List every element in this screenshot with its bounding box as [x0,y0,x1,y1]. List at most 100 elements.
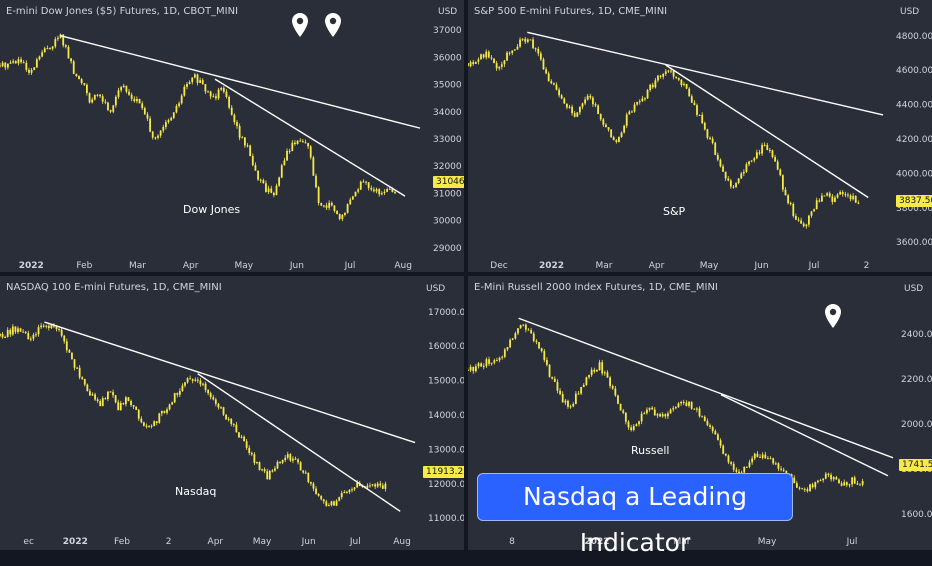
candle-body [320,203,323,206]
trend-line [197,373,401,512]
candle-body [521,38,524,40]
candle-body [690,401,693,409]
candle-body [573,113,576,117]
candle-body [243,436,245,442]
x-tick-label: Jun [301,537,316,547]
candle-body [35,59,38,68]
last-price-tag: 31046 [433,176,464,188]
candle-body [340,492,343,498]
candle-body [477,59,480,62]
candle-body [155,421,158,423]
candle-body [266,471,269,480]
candle-body [154,137,157,139]
candle-body [199,380,202,385]
candle-body [146,114,149,119]
candle-body [784,189,787,196]
candle-body [480,363,483,367]
candle-body [230,418,233,424]
candle-body [722,445,725,454]
candles [0,322,387,507]
candle-body [383,191,386,194]
candle-body [159,130,162,136]
candle-body [45,325,48,327]
candle-body [614,388,617,396]
candle-body [136,98,138,102]
y-axis: 4800.00 4600.00 4400.00 4200.00 4000.00 3800.… [896,32,932,248]
chart-panel-sp[interactable]: 4800.00 4600.00 4400.00 4200.00 4000.00 3800.… [468,0,932,272]
y-tick-label: 4600.00 [896,66,932,76]
x-tick-label: 2022 [63,537,88,547]
candle-body [703,416,706,421]
candle-body [503,349,506,357]
chart-panel-nasdaq[interactable]: 17000.00 16000.00 15000.00 14000.00 13000.00… [0,276,464,550]
candle-body [646,90,649,99]
x-tick-label: ec [23,537,34,547]
candle-body [193,74,196,78]
candle-body [690,96,693,103]
candle-body [135,406,138,410]
trend-line [665,64,869,199]
candle-body [821,195,823,202]
candle-body [832,477,835,480]
candle-body [375,189,378,192]
candle-body [769,458,772,460]
candle-body [838,479,840,484]
candle-body [474,61,477,64]
candle-body [167,120,170,123]
candle-body [46,48,49,50]
candle-body [284,457,287,461]
candle-body [14,326,17,332]
candle-body [1,333,4,338]
chart-panel-dow[interactable]: 37000 36000 35000 34000 33000 32000 31000 30000… [0,0,464,272]
candle-body [675,76,678,78]
candle-body [272,192,275,196]
candle-body [751,458,754,463]
candle-body [101,398,104,407]
candle-body [9,62,12,64]
y-axis: 17000.00 16000.00 15000.00 14000.00 13000.00… [428,308,464,524]
candle-body [803,488,806,490]
candle-body [240,436,243,438]
candle-body [81,377,84,379]
candle-body [68,350,71,353]
trend-line [518,317,894,459]
candle-body [594,104,597,106]
candle-body [767,458,769,460]
candle-body [17,328,19,332]
candle-body [763,144,766,146]
candle-body [137,409,140,419]
candle-body [576,112,579,117]
candle-body [589,95,592,98]
candle-body [107,102,109,111]
y-tick-label: 3800.00 [896,204,932,214]
candle-body [714,431,717,435]
candle-body [789,203,792,205]
candle-body [4,62,7,68]
candle-body [813,209,816,212]
candle-body [861,481,864,485]
candle-body [353,487,356,490]
candle-body [40,325,43,328]
candle-body [78,367,81,378]
candle-body [649,84,652,91]
candle-body [104,398,107,400]
candle-body [806,489,809,492]
candle-body [698,114,701,116]
candle-body [603,372,606,374]
candle-body [96,94,99,96]
candle-body [343,492,346,494]
candle-body [261,469,263,471]
candle-body [802,223,805,227]
candle-body [693,102,696,106]
candle-body [330,501,333,506]
candle-body [490,362,493,364]
candle-body [122,85,125,88]
candle-body [188,82,191,84]
candle-body [33,67,36,70]
candle-body [622,410,625,413]
candle-body [836,194,839,198]
candle-body [112,105,115,112]
candle-body [204,383,207,390]
candle-body [664,71,667,74]
candle-body [233,114,236,123]
